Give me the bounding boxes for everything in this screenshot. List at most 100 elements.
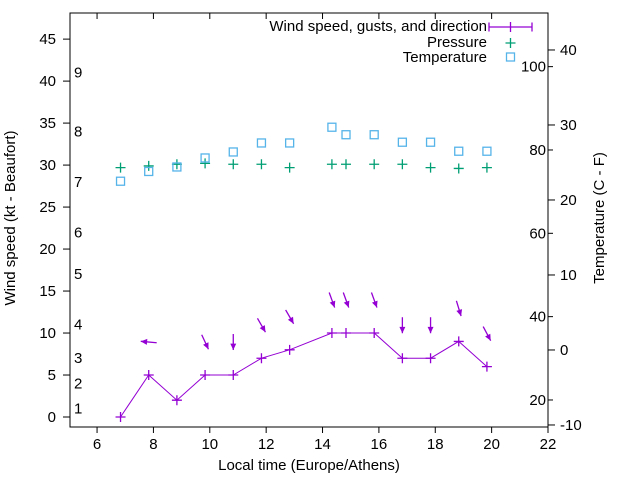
pressure-point-marker	[143, 160, 154, 171]
temperature-point-marker	[115, 176, 126, 186]
kt-tick-label: 15	[39, 283, 56, 300]
celsius-tick-label: 40	[560, 42, 577, 59]
pressure-point-marker	[481, 162, 492, 173]
x-tick-label: 18	[427, 436, 444, 453]
legend-glyph-pressure-plus	[505, 38, 516, 48]
beaufort-label: 7	[74, 174, 82, 191]
kt-tick-label: 35	[39, 115, 56, 132]
temperature-point-marker	[369, 130, 379, 140]
temperature-point-marker	[284, 138, 295, 148]
kt-tick-label: 40	[39, 73, 56, 90]
kt-tick-label: 30	[39, 157, 56, 174]
x-tick-label: 14	[314, 436, 331, 453]
wind-point-marker	[453, 336, 464, 347]
pressure-point-marker	[453, 163, 464, 174]
temperature-point-marker	[341, 130, 351, 140]
kt-tick-label: 10	[39, 325, 56, 342]
beaufort-label: 4	[74, 317, 82, 334]
legend-glyph-wind-errorbar	[488, 22, 533, 32]
wind-direction-arrow-head	[230, 343, 237, 351]
wind-point-marker	[341, 328, 352, 339]
wind-speed-line	[120, 332, 488, 418]
wind-point-marker	[200, 370, 211, 381]
beaufort-label: 5	[74, 266, 82, 283]
beaufort-label: 8	[74, 123, 82, 140]
beaufort-label: 3	[74, 350, 82, 367]
pressure-point-marker	[115, 162, 126, 173]
wind-point-marker	[228, 370, 239, 381]
wind-point-marker	[256, 353, 267, 364]
wind-direction-arrow-head	[329, 300, 336, 308]
legend-label-temperature: Temperature	[403, 49, 487, 66]
x-tick-label: 20	[483, 436, 500, 453]
temperature-point-marker	[482, 146, 492, 156]
x-tick-label: 16	[371, 436, 388, 453]
x-tick-label: 6	[93, 436, 101, 453]
wind-direction-arrow-head	[456, 309, 463, 317]
pressure-point-marker	[228, 159, 239, 170]
beaufort-label: 2	[74, 375, 82, 392]
legend-glyph-temperature-square	[505, 52, 516, 62]
x-tick-label: 10	[201, 436, 218, 453]
temperature-point-marker	[327, 122, 337, 132]
temperature-point-marker	[425, 137, 436, 147]
wind-direction-arrow-head	[203, 342, 209, 350]
wind-point-marker	[143, 370, 154, 381]
pressure-point-marker	[397, 159, 408, 170]
pressure-point-marker	[284, 162, 295, 173]
kt-tick-label: 20	[39, 241, 56, 258]
pressure-point-marker	[369, 159, 380, 170]
wind-point-marker	[481, 361, 492, 372]
wind-direction-arrow-head	[343, 300, 350, 308]
legend-glyphs	[488, 22, 533, 62]
wind-direction-arrow-head	[399, 326, 406, 334]
beaufort-label: 1	[74, 401, 82, 418]
wind-direction-arrow-head	[259, 325, 266, 333]
fahrenheit-tick-label: 80	[529, 142, 546, 159]
plot-frame	[69, 12, 549, 428]
fahrenheit-tick-label: 60	[529, 225, 546, 242]
wind-point-marker	[284, 344, 295, 355]
wind-point-marker	[326, 328, 337, 339]
wind-direction-arrow-head	[485, 333, 491, 341]
y-left-axis-title: Wind speed (kt - Beaufort)	[2, 130, 19, 305]
pressure-point-marker	[256, 159, 267, 170]
fahrenheit-tick-label: 20	[529, 392, 546, 409]
pressure-point-marker	[326, 159, 337, 170]
wind-direction-arrow-head	[427, 326, 434, 334]
temperature-point-marker	[200, 153, 210, 163]
kt-tick-label: 0	[48, 409, 56, 426]
kt-tick-label: 25	[39, 199, 56, 216]
celsius-tick-label: -10	[560, 417, 582, 434]
temperature-point-marker	[397, 137, 408, 147]
plot-border	[69, 12, 549, 428]
wind-point-marker	[171, 395, 182, 406]
celsius-tick-label: 30	[560, 117, 577, 134]
wind-direction-arrow-head	[287, 316, 294, 324]
temperature-point-marker	[172, 162, 182, 172]
kt-tick-label: 45	[39, 31, 56, 48]
legend-label-pressure: Pressure	[427, 34, 487, 51]
data-series	[115, 122, 492, 423]
wind-point-marker	[115, 412, 126, 423]
temperature-point-marker	[144, 166, 154, 177]
pressure-point-marker	[425, 162, 436, 173]
pressure-point-marker	[200, 158, 211, 169]
legend-label-wind: Wind speed, gusts, and direction	[269, 18, 487, 35]
x-tick-label: 8	[149, 436, 157, 453]
x-tick-label: 22	[540, 436, 557, 453]
fahrenheit-tick-label: 100	[521, 59, 546, 76]
wind-point-marker	[425, 353, 436, 364]
y-right-axis-title: Temperature (C - F)	[591, 152, 608, 284]
wind-direction-arrow-head	[371, 300, 378, 308]
fahrenheit-tick-label: 40	[529, 309, 546, 326]
kt-tick-label: 5	[48, 367, 56, 384]
axis-ticks-and-labels: 6 8 10 12 14 16 18 20 22051015202530354045123456…	[39, 13, 582, 453]
celsius-tick-label: 10	[560, 267, 577, 284]
pressure-point-marker	[171, 159, 182, 170]
wind-point-marker	[369, 328, 380, 339]
beaufort-label: 9	[74, 65, 82, 82]
celsius-tick-label: 0	[560, 342, 568, 359]
